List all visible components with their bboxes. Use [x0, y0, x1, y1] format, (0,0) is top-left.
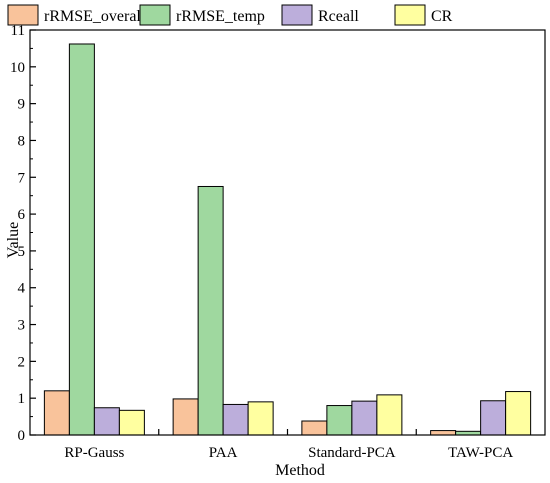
y-tick-label: 2 — [18, 354, 26, 370]
x-tick-label: Standard-PCA — [308, 445, 396, 461]
x-tick-label: RP-Gauss — [64, 445, 124, 461]
y-axis-title: Value — [5, 222, 22, 258]
y-tick-label: 5 — [18, 244, 26, 260]
y-tick-label: 8 — [18, 133, 26, 149]
x-axis-title: Method — [275, 462, 325, 479]
bar-cr-taw-pca — [505, 391, 532, 436]
bar-cr-paa — [247, 401, 274, 436]
y-tick-label: 0 — [18, 428, 26, 444]
legend: rRMSE_overall rRMSE_temp Rceall CR — [7, 4, 453, 26]
y-tick-label: 11 — [11, 23, 25, 39]
y-tick-label: 7 — [18, 170, 26, 186]
bar-rrmse-overall-taw-pca — [430, 430, 457, 436]
legend-swatch — [7, 4, 39, 26]
plot-frame — [29, 29, 546, 436]
legend-label: Rceall — [318, 8, 359, 25]
axes: 0 1 2 3 4 5 6 7 8 9 10 11 RP-Gauss PAA Standard-PCA TAW… — [10, 23, 546, 461]
y-tick-label: 1 — [18, 391, 26, 407]
bar-rceall-taw-pca — [480, 400, 507, 436]
bar-rrmse-temp-rp-gauss — [68, 43, 95, 436]
y-tick-label: 3 — [18, 318, 26, 334]
legend-label: rRMSE_overall — [44, 8, 146, 25]
legend-label: rRMSE_temp — [176, 8, 265, 25]
x-tick-label: PAA — [209, 445, 238, 461]
bar-rrmse-overall-rp-gauss — [43, 390, 70, 436]
y-tick-label: 6 — [18, 207, 26, 223]
legend-swatch — [139, 4, 171, 26]
bar-rceall-standard-pca — [351, 400, 378, 436]
bar-cr-rp-gauss — [118, 409, 145, 436]
plot-area — [43, 43, 532, 436]
bar-rceall-rp-gauss — [93, 407, 120, 436]
bar-rrmse-temp-standard-pca — [326, 405, 353, 436]
bar-rrmse-overall-standard-pca — [301, 420, 328, 436]
y-tick-label: 4 — [18, 281, 26, 297]
bar-cr-standard-pca — [376, 394, 403, 436]
y-tick-label: 10 — [10, 60, 25, 76]
y-tick-label: 9 — [18, 97, 26, 113]
legend-swatch — [394, 4, 426, 26]
bar-rrmse-overall-paa — [172, 398, 199, 436]
x-tick-label: TAW-PCA — [448, 445, 513, 461]
bar-rrmse-temp-paa — [197, 185, 224, 436]
bar-rceall-paa — [222, 403, 249, 436]
legend-label: CR — [431, 8, 453, 25]
legend-swatch — [281, 4, 313, 26]
